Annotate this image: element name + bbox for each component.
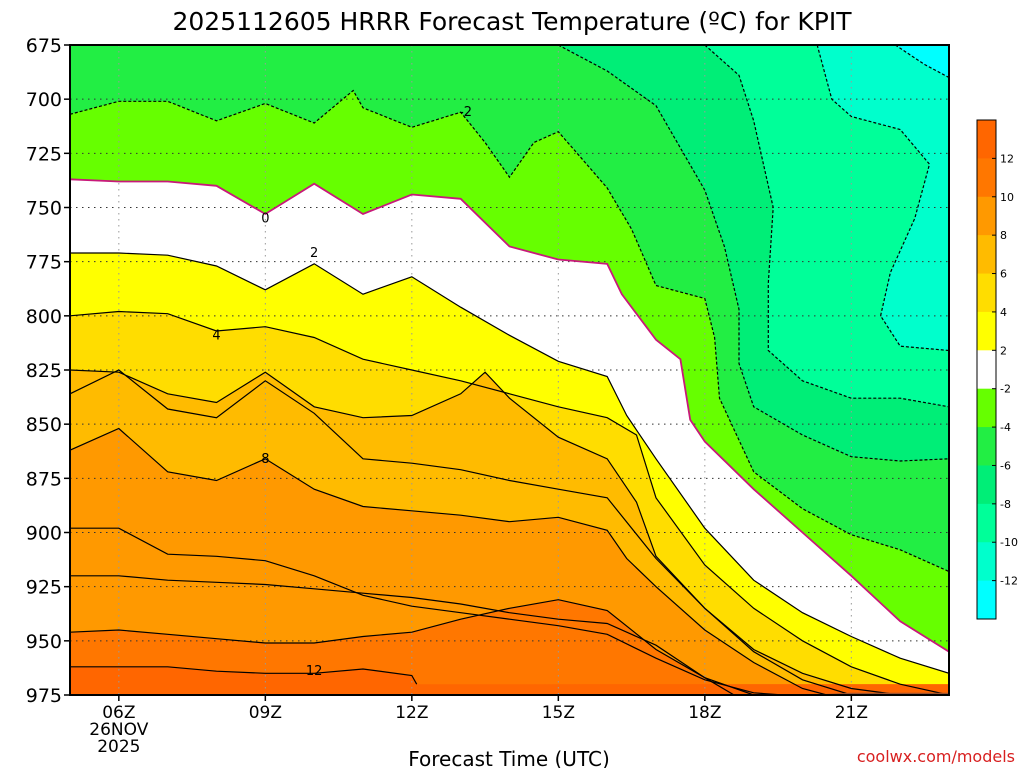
- y-tick-label: 775: [26, 252, 62, 274]
- contour-labels: -2 0 2 4 8 12: [212, 105, 472, 679]
- colorbar-tick-label: 8: [1000, 229, 1007, 242]
- colorbar-swatch: [977, 427, 996, 466]
- temperature-band: [70, 599, 949, 695]
- colorbar-swatch: [977, 158, 996, 198]
- contour-line: [70, 252, 949, 674]
- contour-label: 2: [310, 246, 318, 261]
- x-tick-label: 15Z: [542, 703, 575, 723]
- y-tick-label: 950: [26, 631, 62, 653]
- contour-label: 8: [261, 452, 269, 467]
- colorbar-tick-label: 12: [1000, 152, 1014, 165]
- contour-line: [70, 666, 418, 685]
- contour-line: [704, 45, 949, 408]
- contour-line: [70, 178, 949, 653]
- temperature-fills: [70, 45, 949, 695]
- x-date-label: 26NOV: [89, 720, 148, 740]
- y-tick-label: 750: [26, 198, 62, 220]
- colorbar-tick-label: -2: [1000, 383, 1011, 396]
- colorbar-tick-label: -10: [1000, 536, 1018, 549]
- contour-line: [816, 45, 949, 352]
- chart-title: 2025112605 HRRR Forecast Temperature (ºC…: [172, 7, 852, 36]
- x-tick-label: 21Z: [835, 703, 868, 723]
- colorbar-swatch: [977, 273, 996, 313]
- y-tick-label: 825: [26, 360, 62, 382]
- y-tick-label: 975: [26, 685, 62, 707]
- y-tick-label: 900: [26, 523, 62, 545]
- x-tick-label: 18Z: [688, 703, 721, 723]
- colorbar-tick-label: -12: [1000, 575, 1018, 588]
- contour-line: [70, 575, 754, 695]
- y-tick-label: 875: [26, 468, 62, 490]
- x-tick-label: 06Z: [102, 703, 135, 723]
- contour-line: [70, 310, 949, 695]
- temperature-band: [70, 428, 949, 695]
- y-axis: 675 700 725 750 775 800 825 850 875 900 925 950 975: [26, 35, 70, 707]
- colorbar-tick-label: -4: [1000, 421, 1011, 434]
- contour-line: [70, 527, 784, 695]
- y-tick-label: 800: [26, 306, 62, 328]
- contour-lines: [70, 45, 949, 695]
- contour-label: 12: [306, 664, 323, 679]
- colorbar-tick-label: 4: [1000, 306, 1007, 319]
- contour-line: [894, 45, 949, 79]
- y-tick-label: 850: [26, 414, 62, 436]
- colorbar-tick-label: -8: [1000, 498, 1011, 511]
- x-date-label: 2025: [97, 737, 140, 757]
- colorbar-tick-label: 2: [1000, 344, 1007, 357]
- contour-label: -2: [459, 105, 472, 120]
- x-tick-label: 12Z: [395, 703, 428, 723]
- colorbar-swatch: [977, 503, 996, 543]
- contour-line: [70, 599, 735, 695]
- y-tick-label: 725: [26, 143, 62, 165]
- colorbar-swatch: [977, 311, 996, 351]
- contour-line: [558, 45, 949, 462]
- colorbar-tick-label: 10: [1000, 191, 1014, 204]
- y-tick-label: 925: [26, 577, 62, 599]
- y-tick-label: 675: [26, 35, 62, 57]
- contour-label: 0: [261, 211, 269, 226]
- contour-label: 4: [212, 328, 220, 343]
- colorbar-swatch: [977, 350, 996, 390]
- colorbar-swatch: [977, 465, 996, 505]
- colorbar: 12 10 8 6 4 2 -2 -4 -6 -8 -10 -12: [976, 119, 1018, 620]
- x-axis-label: Forecast Time (UTC): [408, 747, 610, 768]
- contour-line: [70, 369, 901, 695]
- contour-line: [70, 89, 949, 573]
- x-tick-label: 09Z: [249, 703, 282, 723]
- colorbar-swatch: [977, 580, 996, 620]
- colorbar-swatch: [977, 388, 996, 428]
- colorbar-swatch: [977, 196, 996, 236]
- colorbar-tick-label: -6: [1000, 459, 1011, 472]
- colorbar-frame: [976, 119, 997, 620]
- y-tick-label: 700: [26, 89, 62, 111]
- colorbar-swatch: [977, 120, 996, 159]
- credit-link[interactable]: coolwx.com/models: [857, 747, 1015, 766]
- colorbar-swatch: [977, 235, 996, 275]
- colorbar-tick-label: 6: [1000, 268, 1007, 281]
- colorbar-swatch: [977, 542, 996, 582]
- contour-line: [70, 427, 828, 695]
